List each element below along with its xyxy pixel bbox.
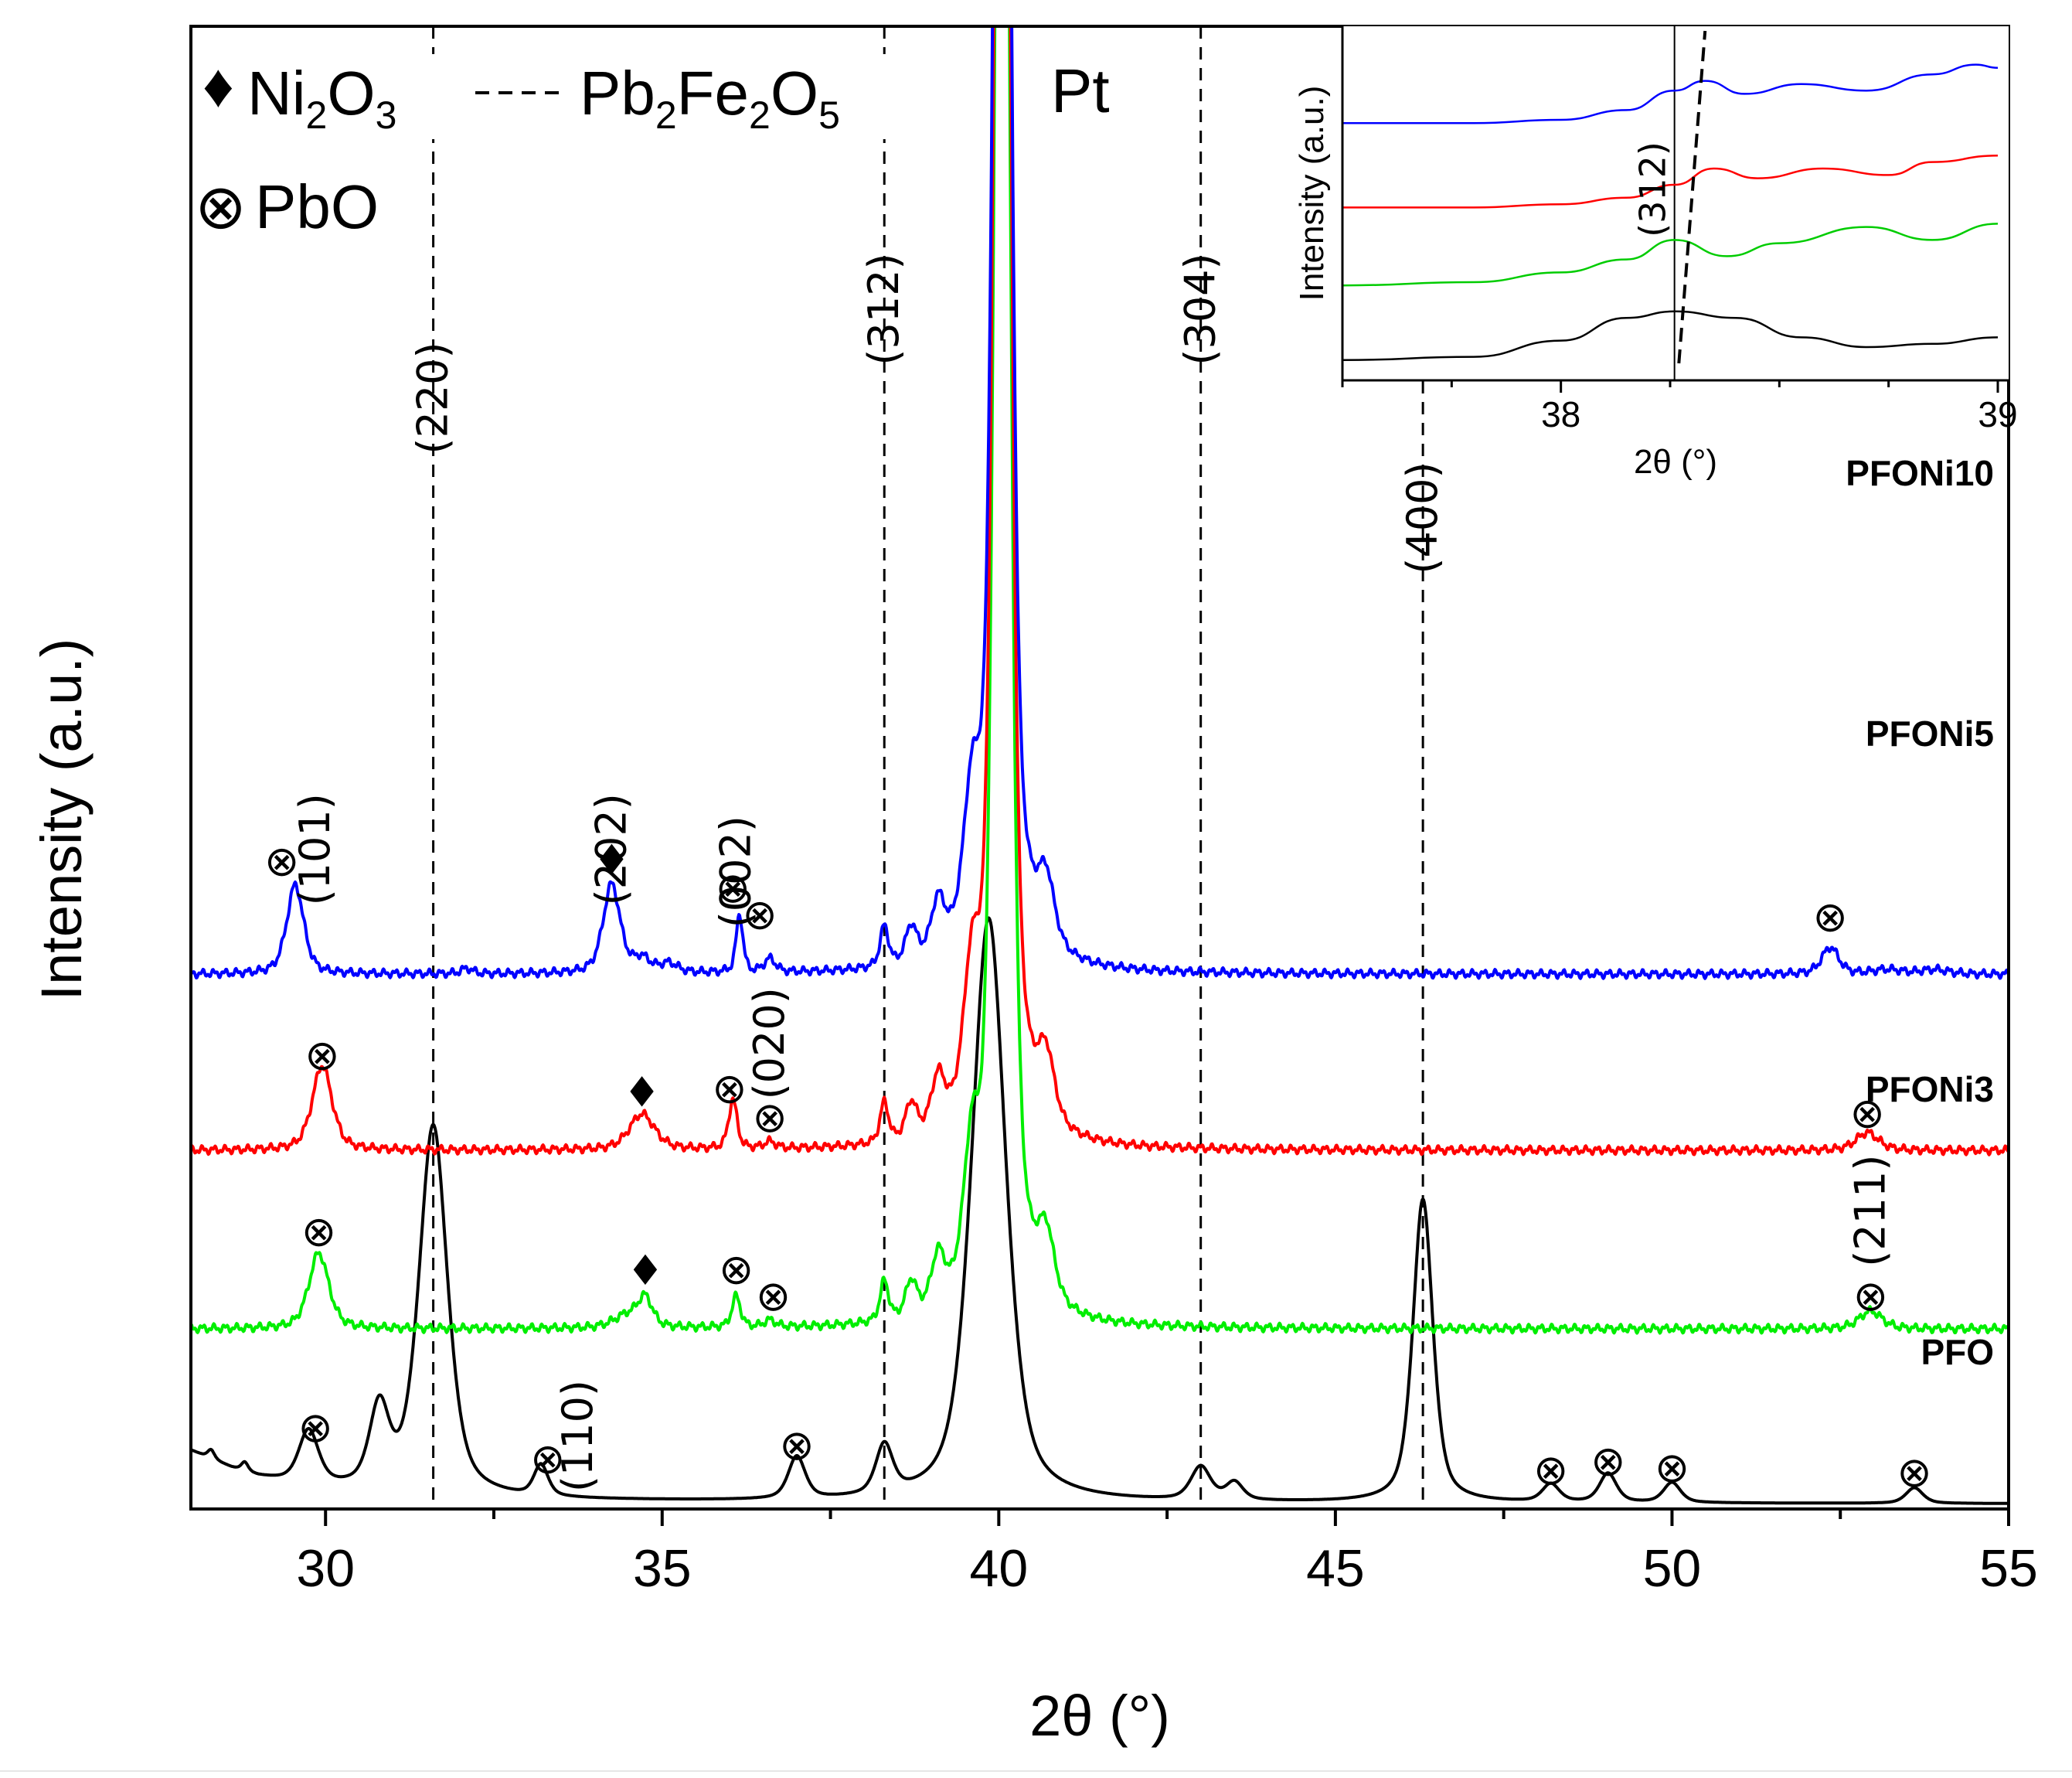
legend-label-pbo: PbO — [255, 172, 379, 241]
legend-knockout-2 — [846, 54, 904, 139]
peak-annotation-pbo: ⊗ — [716, 863, 750, 912]
inset-y-axis-title: Intensity (a.u.) — [1293, 86, 1331, 301]
legend: ♦ Ni2O3 Pb2Fe2O5 ⊗ PbO Pt — [195, 51, 1110, 241]
reference-label-304: (304) — [1176, 253, 1225, 365]
legend-label-pt: Pt — [1051, 56, 1110, 125]
series-line-pfoni10 — [191, 26, 2009, 980]
x-axis-title: 2θ (°) — [1029, 1684, 1170, 1748]
legend-entry-ni2o3: ♦ Ni2O3 — [202, 51, 396, 137]
peak-annotation-hkl: (110) — [553, 1380, 602, 1492]
plot-frame — [189, 25, 2010, 1511]
legend-knockout-1 — [390, 54, 475, 139]
peak-annotation-pbo: ⊗ — [1655, 1443, 1689, 1492]
legend-label-ni2o3: Ni2O3 — [247, 59, 396, 137]
peak-annotation-pbo: ⊗ — [1813, 892, 1848, 941]
series-line-pfo — [191, 916, 2009, 1505]
series-label-pfoni3: PFONi3 — [1866, 1069, 1994, 1109]
reference-lines — [390, 26, 1424, 1509]
reference-label-400: (400) — [1398, 462, 1447, 574]
reference-label-220: (220) — [409, 342, 458, 454]
series-layer — [191, 26, 2009, 1505]
inset-annotation-312: (312) — [1632, 141, 1674, 237]
peak-annotation-diamond: ♦ — [627, 1246, 664, 1295]
x-tick-label: 35 — [633, 1539, 692, 1598]
inset-series-pfo — [1342, 310, 1999, 362]
legend-label-pb2fe2o5: Pb2Fe2O5 — [580, 59, 840, 137]
peak-annotation-hkl: (020) — [745, 987, 794, 1099]
peak-annotation-pbo: ⊗ — [1849, 1088, 1884, 1137]
peak-annotation-pbo: ⊗ — [298, 1403, 333, 1452]
x-tick-label: 30 — [296, 1539, 355, 1598]
peak-annotation-pbo: ⊗ — [712, 1064, 747, 1113]
peak-annotation-pbo: ⊗ — [301, 1207, 336, 1255]
inset-x-axis-title: 2θ (°) — [1634, 443, 1717, 481]
x-tick-label: 45 — [1306, 1539, 1365, 1598]
reference-label-312: (312) — [859, 253, 908, 365]
series-label-pfo: PFO — [1921, 1332, 1994, 1372]
peak-annotation-pbo: ⊗ — [1591, 1436, 1625, 1485]
series-label-pfoni10: PFONi10 — [1846, 453, 1994, 493]
inset-series-pfoni10 — [1342, 63, 1999, 124]
peak-annotation-pbo: ⊗ — [719, 1245, 754, 1293]
bottom-divider — [0, 1770, 2072, 1772]
series-line-pfoni5 — [191, 26, 2009, 1156]
inset-x-tick-label: 38 — [1541, 394, 1580, 434]
peak-annotation-pbo: ⊗ — [1897, 1448, 1931, 1497]
peak-annotation-pbo: ⊗ — [756, 1272, 791, 1320]
peak-annotation-pbo: ⊗ — [530, 1435, 565, 1483]
x-tick-label: 50 — [1643, 1539, 1702, 1598]
peak-annotation-hkl: (002) — [712, 816, 760, 928]
peak-annotation-hkl: (211) — [1846, 1155, 1894, 1267]
y-axis-title: Intensity (a.u.) — [29, 639, 94, 1001]
peak-annotation-diamond: ♦ — [593, 836, 630, 884]
inset-shift-dashed-line — [1677, 30, 1707, 364]
inset-background — [1342, 26, 2009, 380]
peak-annotation-pbo: ⊗ — [264, 836, 299, 885]
peak-annotation-hkl: (101) — [291, 793, 339, 905]
inset-series-pfoni5 — [1342, 154, 1999, 209]
peak-annotation-pbo: ⊗ — [753, 1093, 788, 1142]
peak-annotation-pbo: ⊗ — [779, 1421, 814, 1470]
peak-annotations: (220)(312) (304)(400)⊗ (110)⊗ ⊗⊗ ⊗ ⊗ ⊗⊗♦ ⊗⊗(211… — [264, 253, 1932, 1496]
inset-chart: 38 39 2θ (°) Intensity (a.u.) (312) — [1293, 26, 2018, 481]
inset-series-layer — [1342, 26, 1999, 380]
inset-x-tick-label: 39 — [1978, 394, 2017, 434]
peak-annotation-pbo: ⊗ — [305, 1030, 339, 1079]
peak-annotation-pbo: ⊗ — [1853, 1272, 1888, 1320]
peak-annotation-pbo: ⊗ — [742, 891, 777, 939]
legend-marker-diamond: ♦ — [202, 51, 234, 120]
inset-x-axis: 38 39 — [1341, 380, 2018, 434]
peak-annotation-pbo: ⊗ — [1533, 1446, 1568, 1494]
legend-entry-pb2fe2o5: Pb2Fe2O5 — [475, 59, 840, 137]
x-axis: 30 35 40 45 50 55 — [296, 1509, 2038, 1598]
series-labels: PFONi10 PFONi5 PFONi3 PFO — [1846, 453, 1994, 1372]
series-label-pfoni5: PFONi5 — [1866, 714, 1994, 754]
legend-entry-pbo: ⊗ PbO — [195, 172, 379, 241]
x-tick-label: 55 — [1979, 1539, 2038, 1598]
inset-series-pfoni3 — [1342, 223, 1999, 287]
x-tick-label: 40 — [970, 1539, 1029, 1598]
peak-annotation-hkl: (202) — [587, 793, 635, 905]
legend-marker-circled-cross: ⊗ — [195, 172, 247, 241]
series-line-pfoni3 — [191, 26, 2009, 1335]
peak-annotation-diamond: ♦ — [623, 1068, 660, 1116]
